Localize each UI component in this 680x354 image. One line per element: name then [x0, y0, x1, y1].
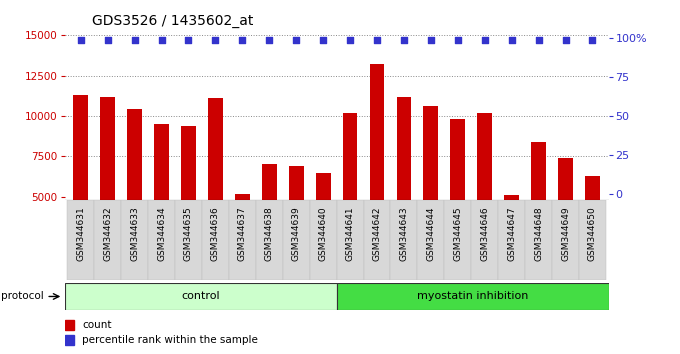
Point: [210, 37, 221, 42]
Text: GSM344638: GSM344638: [265, 206, 274, 261]
Text: GSM344639: GSM344639: [292, 206, 301, 261]
Point: [371, 37, 382, 42]
Bar: [175, 200, 202, 280]
Bar: [579, 200, 606, 280]
Point: [102, 37, 113, 42]
Bar: [477, 113, 492, 278]
Point: [533, 37, 544, 42]
Text: GSM344633: GSM344633: [130, 206, 139, 261]
Bar: [202, 200, 229, 280]
Bar: [316, 172, 330, 278]
Point: [506, 37, 517, 42]
Point: [75, 37, 86, 42]
Bar: [343, 113, 358, 278]
Bar: [73, 95, 88, 278]
Text: GSM344650: GSM344650: [588, 206, 597, 261]
Text: GSM344640: GSM344640: [319, 206, 328, 261]
Point: [452, 37, 463, 42]
Bar: [181, 126, 196, 278]
Bar: [364, 200, 390, 280]
Text: GSM344641: GSM344641: [345, 206, 354, 261]
Bar: [65, 283, 337, 310]
Bar: [148, 200, 175, 280]
Bar: [95, 200, 121, 280]
Bar: [585, 176, 600, 278]
Point: [560, 37, 571, 42]
Text: protocol: protocol: [1, 291, 44, 302]
Bar: [525, 200, 552, 280]
Text: GSM344648: GSM344648: [534, 206, 543, 261]
Bar: [531, 142, 546, 278]
Point: [587, 37, 598, 42]
Text: GSM344646: GSM344646: [480, 206, 489, 261]
Text: GSM344637: GSM344637: [238, 206, 247, 261]
Text: GSM344634: GSM344634: [157, 206, 166, 261]
Bar: [127, 109, 142, 278]
Bar: [289, 166, 303, 278]
Text: GSM344635: GSM344635: [184, 206, 193, 261]
Point: [237, 37, 248, 42]
Point: [426, 37, 437, 42]
Point: [345, 37, 356, 42]
Bar: [558, 158, 573, 278]
Text: GSM344636: GSM344636: [211, 206, 220, 261]
Text: GSM344647: GSM344647: [507, 206, 516, 261]
Text: myostatin inhibition: myostatin inhibition: [417, 291, 528, 302]
Point: [398, 37, 409, 42]
Point: [129, 37, 140, 42]
Bar: [498, 200, 525, 280]
Point: [318, 37, 328, 42]
Bar: [418, 200, 444, 280]
Bar: [309, 200, 337, 280]
Text: count: count: [82, 320, 112, 330]
Bar: [390, 200, 418, 280]
Point: [291, 37, 302, 42]
Bar: [262, 165, 277, 278]
Bar: [67, 200, 95, 280]
Bar: [450, 119, 465, 278]
Bar: [505, 195, 519, 278]
Text: GSM344632: GSM344632: [103, 206, 112, 261]
Point: [264, 37, 275, 42]
Point: [183, 37, 194, 42]
Bar: [471, 200, 498, 280]
Bar: [256, 200, 283, 280]
Bar: [208, 98, 223, 278]
Text: GSM344642: GSM344642: [373, 206, 381, 261]
Bar: [370, 64, 384, 278]
Bar: [552, 200, 579, 280]
Bar: [65, 336, 74, 345]
Text: GSM344643: GSM344643: [399, 206, 409, 261]
Text: GSM344631: GSM344631: [76, 206, 85, 261]
Text: GDS3526 / 1435602_at: GDS3526 / 1435602_at: [92, 14, 253, 28]
Bar: [337, 200, 364, 280]
Bar: [396, 97, 411, 278]
Bar: [121, 200, 148, 280]
Bar: [229, 200, 256, 280]
Bar: [235, 194, 250, 278]
Bar: [337, 283, 609, 310]
Text: percentile rank within the sample: percentile rank within the sample: [82, 335, 258, 346]
Bar: [100, 97, 115, 278]
Text: GSM344649: GSM344649: [561, 206, 570, 261]
Text: GSM344645: GSM344645: [454, 206, 462, 261]
Text: GSM344644: GSM344644: [426, 206, 435, 261]
Bar: [424, 106, 439, 278]
Bar: [444, 200, 471, 280]
Text: control: control: [182, 291, 220, 302]
Bar: [154, 124, 169, 278]
Point: [479, 37, 490, 42]
Bar: [65, 320, 74, 330]
Point: [156, 37, 167, 42]
Bar: [283, 200, 309, 280]
